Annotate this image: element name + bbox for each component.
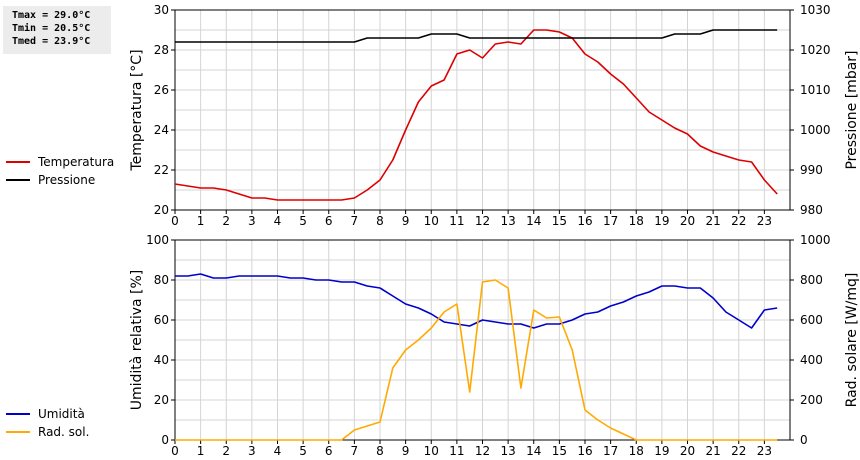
panel-temp-ylabel-right: Pressione [mbar]	[844, 50, 860, 169]
stat-tmax: Tmax = 29.0°C	[12, 10, 91, 21]
panel-hum-ytick-right-label: 600	[800, 313, 823, 327]
panel-hum-xtick-label: 20	[680, 444, 695, 458]
panel-hum-xtick-label: 14	[526, 444, 541, 458]
panel-hum-xtick-label: 4	[274, 444, 282, 458]
panel-temp-xtick-label: 0	[171, 214, 179, 228]
panel-hum-ytick-right-label: 400	[800, 353, 823, 367]
panel-temp-ytick-left-label: 24	[154, 123, 169, 137]
panel-temp-ylabel-left: Temperatura [°C]	[129, 49, 145, 171]
panel-hum-xtick-label: 22	[731, 444, 746, 458]
panel-hum-xtick-label: 0	[171, 444, 179, 458]
panel-hum-ytick-left-label: 20	[154, 393, 169, 407]
panel-hum-ytick-left-label: 100	[146, 233, 169, 247]
panel-hum-xtick-label: 6	[325, 444, 333, 458]
panel-temp-ytick-left-label: 20	[154, 203, 169, 217]
panel-hum-xtick-label: 17	[603, 444, 618, 458]
panel-temp-ytick-right-label: 980	[800, 203, 823, 217]
panel-hum-xtick-label: 10	[424, 444, 439, 458]
panel-temp-xtick-label: 17	[603, 214, 618, 228]
series-temperatura-line	[174, 29, 778, 201]
panel-temp-xtick-label: 14	[526, 214, 541, 228]
panel-temp-xtick-label: 1	[197, 214, 205, 228]
panel-hum-frame	[174, 239, 791, 441]
panel-hum-ytick-right-label: 0	[800, 433, 808, 447]
stat-tmin: Tmin = 20.5°C	[12, 23, 91, 34]
panel-hum-ytick-left-label: 60	[154, 313, 169, 327]
panel-hum-ytick-right-label: 200	[800, 393, 823, 407]
panel-hum-xtick-label: 8	[376, 444, 384, 458]
panel-hum-xtick-label: 15	[552, 444, 567, 458]
panel-hum-xtick-label: 3	[248, 444, 256, 458]
panel-temp-xtick-label: 15	[552, 214, 567, 228]
panel-temp-xtick-label: 21	[705, 214, 720, 228]
panel-hum-xtick-label: 21	[705, 444, 720, 458]
panel-hum-ytick-left-label: 80	[154, 273, 169, 287]
panel-hum-xtick-label: 5	[299, 444, 307, 458]
panel-temp-xtick-label: 8	[376, 214, 384, 228]
panel-temp-xtick-label: 18	[629, 214, 644, 228]
panel-hum-xtick-label: 7	[351, 444, 359, 458]
panel-hum-ylabel-right: Rad. solare [W/mq]	[844, 273, 860, 408]
panel-temp-ytick-right-label: 1030	[800, 3, 831, 17]
series-umidit-legend-label: Umidità	[38, 407, 85, 421]
panel-temp-xtick-label: 22	[731, 214, 746, 228]
series-rad-sol-line	[175, 279, 778, 441]
panel-hum-xtick-label: 12	[475, 444, 490, 458]
panel-temp-ytick-left-label: 26	[154, 83, 169, 97]
panel-hum-ytick-left-label: 40	[154, 353, 169, 367]
series-temperatura-legend-label: Temperatura	[37, 155, 114, 169]
panel-hum-ytick-right-label: 800	[800, 273, 823, 287]
panel-temp-ytick-right-label: 990	[800, 163, 823, 177]
panel-temp-xtick-label: 20	[680, 214, 695, 228]
panel-hum-ylabel-left: Umidità relativa [%]	[129, 270, 145, 411]
panel-temp-ytick-left-label: 30	[154, 3, 169, 17]
panel-hum-xtick-label: 23	[757, 444, 772, 458]
panel-hum-xtick-label: 18	[629, 444, 644, 458]
panel-temp-xtick-label: 12	[475, 214, 490, 228]
panel-hum-xtick-label: 19	[654, 444, 669, 458]
series-pressione-line	[175, 29, 778, 43]
panel-hum-xtick-label: 9	[402, 444, 410, 458]
panel-temp-xtick-label: 5	[299, 214, 307, 228]
panel-temp-xtick-label: 13	[500, 214, 515, 228]
panel-hum-xtick-label: 2	[222, 444, 230, 458]
panel-temp-xtick-label: 9	[402, 214, 410, 228]
panel-temp-xtick-label: 7	[351, 214, 359, 228]
panel-temp-xtick-label: 16	[577, 214, 592, 228]
panel-temp-ytick-left-label: 22	[154, 163, 169, 177]
series-umidit-line	[175, 273, 778, 329]
panel-temp-xtick-label: 4	[274, 214, 282, 228]
panel-hum-ytick-right-label: 1000	[800, 233, 831, 247]
panel-hum-xtick-label: 16	[577, 444, 592, 458]
stats-box: Tmax = 29.0°C Tmin = 20.5°C Tmed = 23.9°…	[3, 6, 111, 54]
series-pressione-legend-label: Pressione	[38, 173, 95, 187]
panel-temp-xtick-label: 10	[424, 214, 439, 228]
panel-temp-xtick-label: 19	[654, 214, 669, 228]
panel-temp-xtick-label: 3	[248, 214, 256, 228]
panel-temp-xtick-label: 6	[325, 214, 333, 228]
stat-tmed: Tmed = 23.9°C	[12, 36, 91, 47]
panel-temp-ytick-right-label: 1010	[800, 83, 831, 97]
panel-hum-ytick-left-label: 0	[161, 433, 169, 447]
panel-temp-ytick-right-label: 1020	[800, 43, 831, 57]
panel-temp-xtick-label: 11	[449, 214, 464, 228]
panel-hum-xtick-label: 1	[197, 444, 205, 458]
panel-hum-xtick-label: 13	[500, 444, 515, 458]
panel-temp-ytick-left-label: 28	[154, 43, 169, 57]
panel-hum-xtick-label: 11	[449, 444, 464, 458]
panel-temp-xtick-label: 2	[222, 214, 230, 228]
panel-temp-ytick-right-label: 1000	[800, 123, 831, 137]
panel-temp-xtick-label: 23	[757, 214, 772, 228]
series-rad-sol-legend-label: Rad. sol.	[38, 425, 89, 439]
panel-temp-frame	[174, 9, 791, 211]
